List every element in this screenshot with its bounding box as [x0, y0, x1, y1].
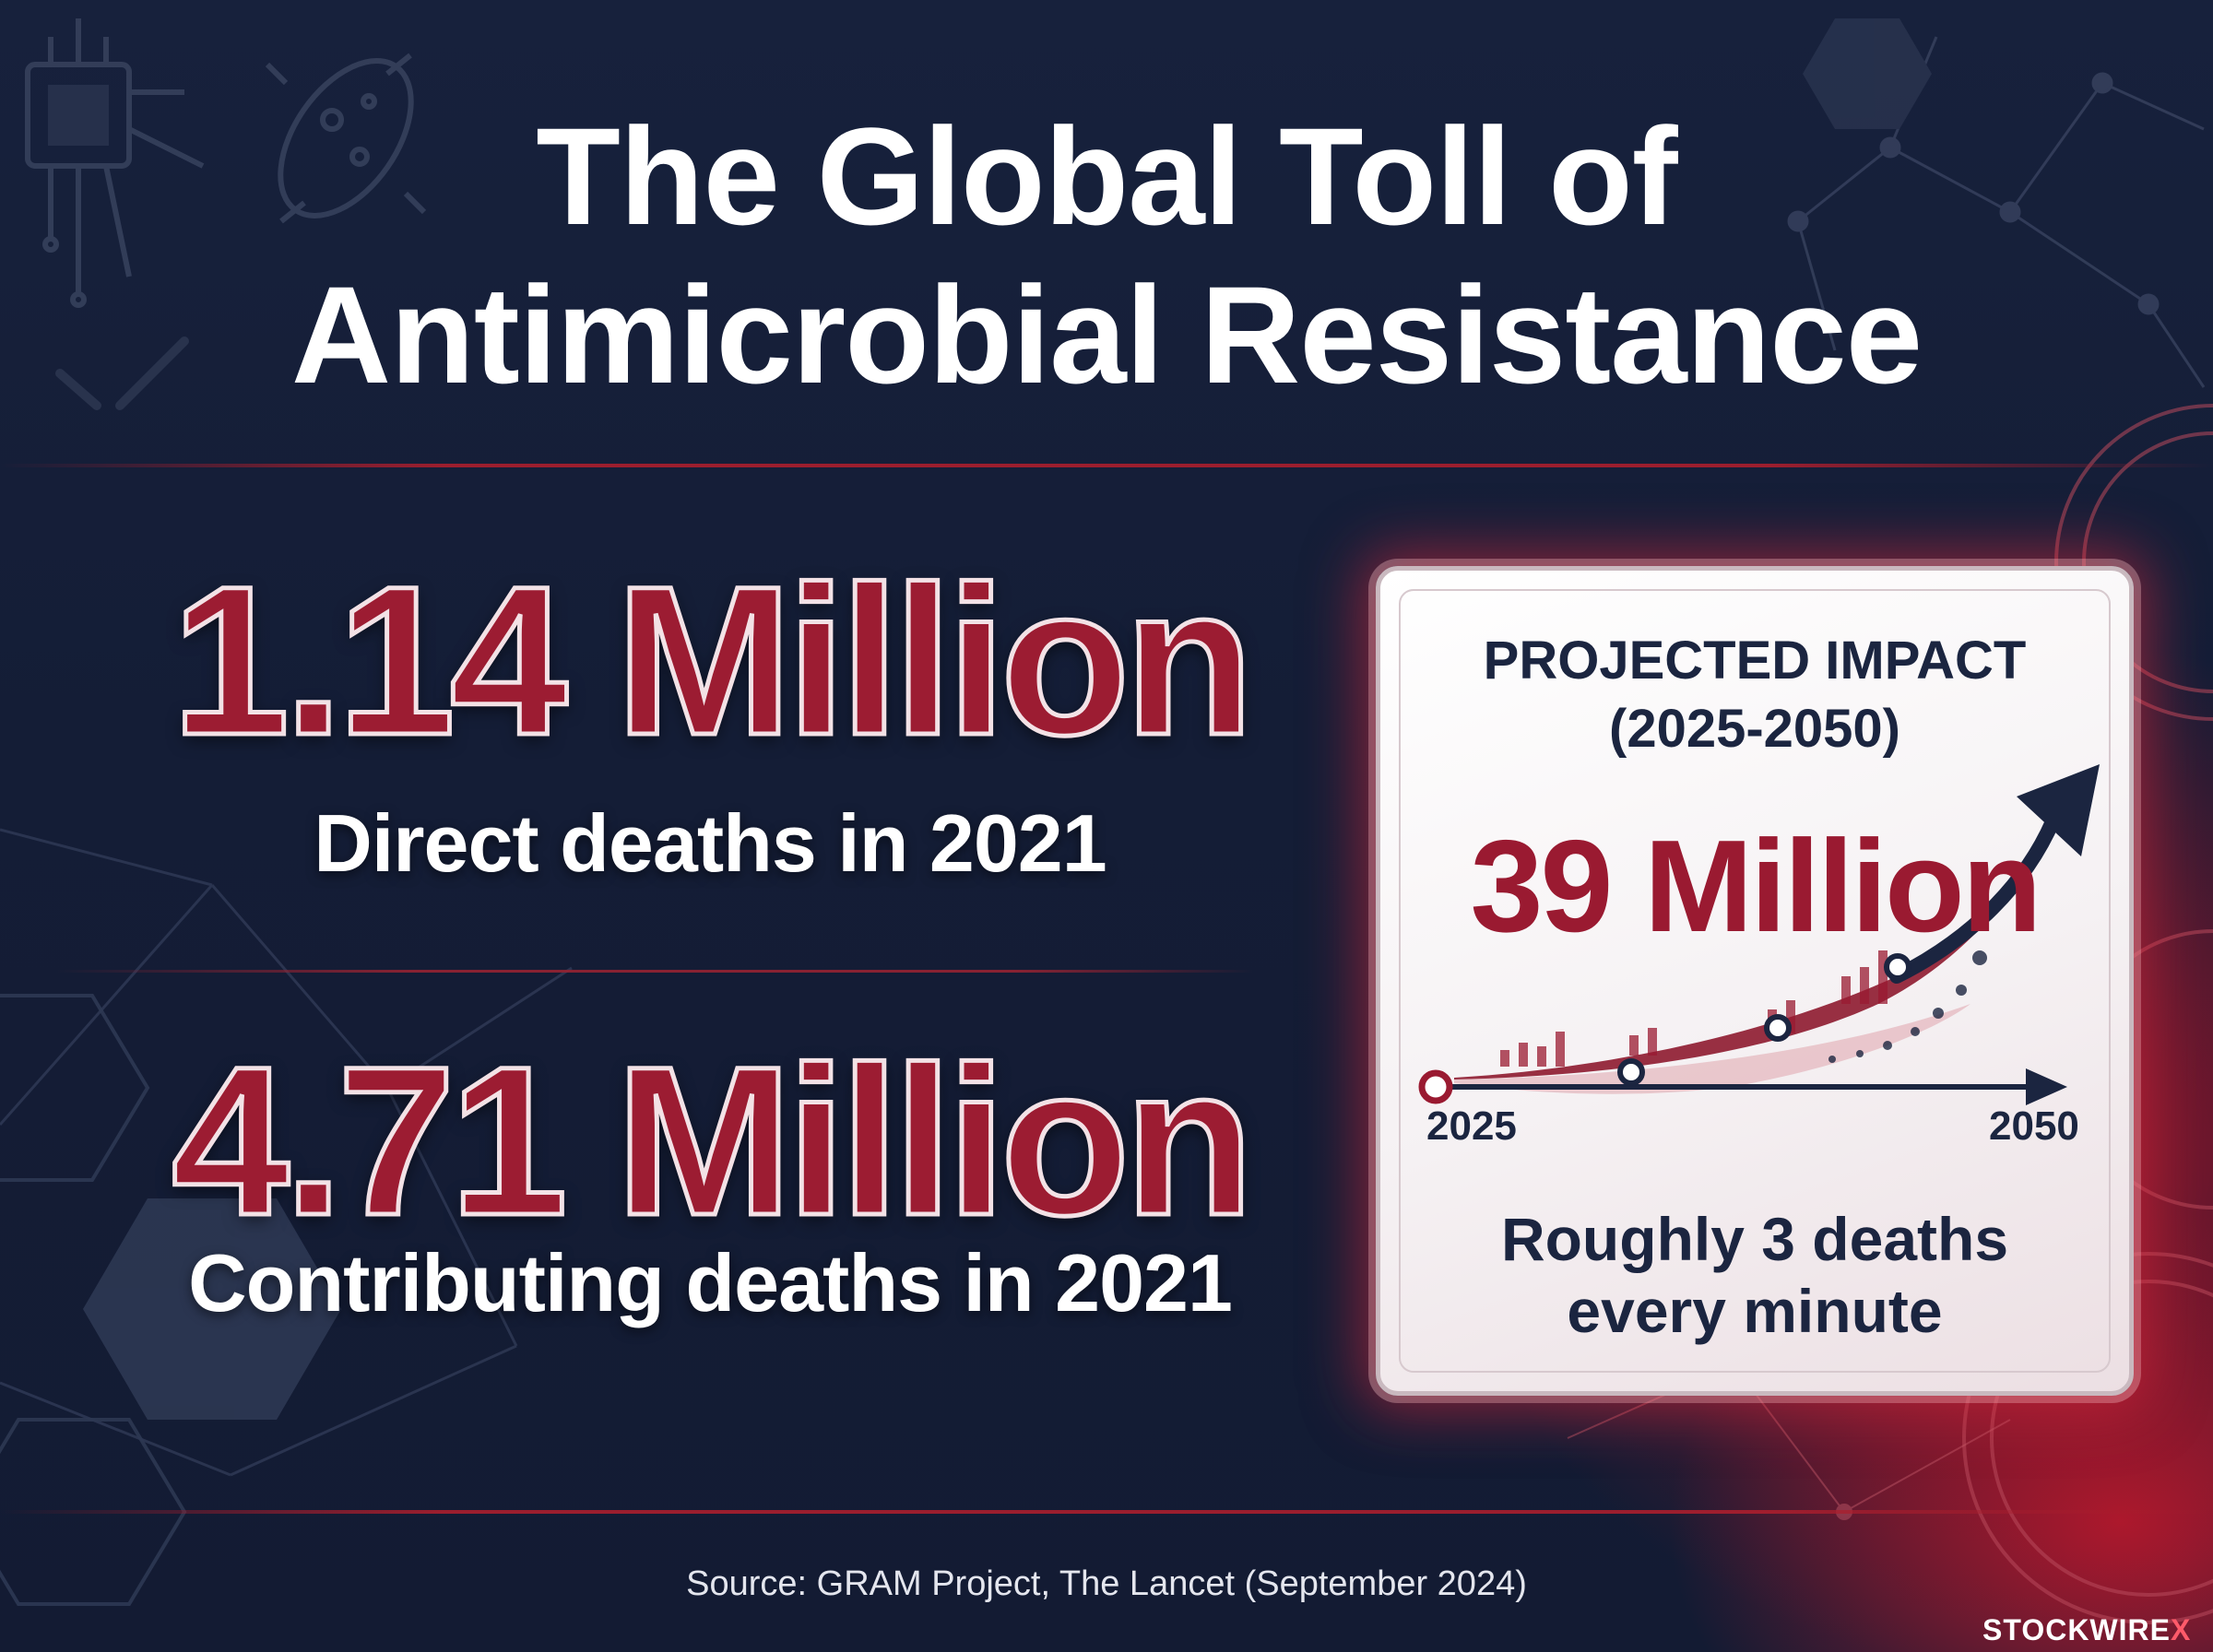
timeline-arrowhead: [2026, 1068, 2067, 1105]
trend-dots: [1828, 950, 1987, 1063]
timeline-end-year: 2050: [1989, 1103, 2079, 1149]
bottom-divider: [0, 1510, 2213, 1514]
direct-deaths-label: Direct deaths in 2021: [314, 797, 1106, 889]
deaths-rate-line-2: every minute: [1567, 1277, 1943, 1345]
projection-heading: PROJECTED IMPACT: [1483, 631, 2027, 690]
source-citation: Source: GRAM Project, The Lancet (Septem…: [686, 1564, 1527, 1603]
trend-arrow-icon: [1889, 764, 2100, 984]
page-title: The Global Toll of Antimicrobial Resista…: [0, 97, 2213, 414]
projection-period: (2025-2050): [1609, 699, 1900, 759]
contributing-deaths-value: 4.71 Million: [170, 1022, 1257, 1259]
brand-logo: STOCKWIREX: [1982, 1611, 2191, 1648]
trend-bars: [1500, 950, 1888, 1067]
brand-name: STOCKWIRE: [1982, 1613, 2171, 1646]
title-line-1: The Global Toll of: [536, 99, 1677, 254]
contributing-deaths-label: Contributing deaths in 2021: [188, 1237, 1233, 1328]
projection-trend-graphic: [1418, 764, 2100, 1105]
projection-card-frame: [1399, 589, 2111, 1373]
direct-deaths-value: 1.14 Million: [170, 542, 1257, 779]
projected-deaths-value: 39 Million: [1470, 813, 2042, 960]
stats-divider: [55, 970, 1254, 973]
deaths-rate-line-1: Roughly 3 deaths: [1500, 1205, 2009, 1273]
trend-marker: [1617, 1058, 1645, 1086]
trend-marker: [1764, 1014, 1792, 1042]
brand-suffix: X: [2170, 1613, 2192, 1646]
timeline-start-marker: [1418, 1069, 1453, 1104]
timeline-start-year: 2025: [1426, 1103, 1517, 1149]
trend-marker: [1884, 953, 1911, 981]
title-line-2: Antimicrobial Resistance: [290, 257, 1923, 412]
projection-card: PROJECTED IMPACT (2025-2050): [1376, 566, 2134, 1396]
top-divider: [0, 464, 2213, 467]
